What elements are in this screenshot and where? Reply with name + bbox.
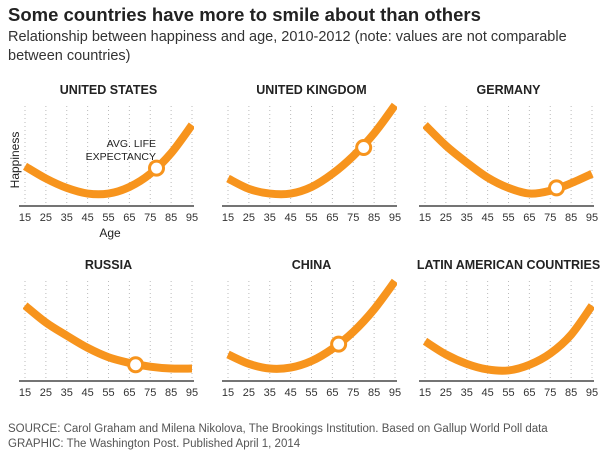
x-tick-label: 95 — [186, 212, 198, 224]
panel-title: LATIN AMERICAN COUNTRIES — [417, 258, 600, 272]
x-tick-label: 25 — [40, 387, 52, 399]
x-tick-label: 95 — [389, 387, 401, 399]
life-expectancy-marker — [330, 335, 348, 353]
x-tick-label: 85 — [368, 212, 380, 224]
x-tick-label: 65 — [123, 212, 135, 224]
x-tick-label: 45 — [482, 387, 494, 399]
x-tick-label: 65 — [326, 387, 338, 399]
x-tick-label: 15 — [419, 387, 431, 399]
x-tick-label: 45 — [285, 212, 297, 224]
x-tick-label: 45 — [482, 212, 494, 224]
x-tick-label: 85 — [565, 212, 577, 224]
panel-title: UNITED KINGDOM — [256, 83, 366, 97]
x-tick-label: 95 — [586, 387, 598, 399]
x-tick-label: 75 — [347, 387, 359, 399]
x-tick-label: 75 — [144, 212, 156, 224]
x-tick-label: 55 — [102, 387, 114, 399]
happiness-curve — [23, 302, 193, 373]
x-tick-label: 65 — [523, 387, 535, 399]
x-tick-label: 35 — [264, 387, 276, 399]
x-tick-label: 15 — [222, 387, 234, 399]
panel-title: CHINA — [292, 258, 332, 272]
x-tick-label: 45 — [82, 387, 94, 399]
life-expectancy-marker — [355, 138, 373, 156]
x-tick-label: 25 — [243, 212, 255, 224]
life-expectancy-marker — [548, 179, 566, 197]
happiness-curve — [423, 122, 594, 198]
x-tick-label: 25 — [440, 387, 452, 399]
y-axis-label: Happiness — [8, 132, 22, 189]
chart-subtitle: Relationship between happiness and age, … — [8, 29, 567, 64]
x-tick-label: 15 — [222, 212, 234, 224]
x-tick-label: 75 — [544, 387, 556, 399]
panel-latin-american-countries: LATIN AMERICAN COUNTRIES 15 25 35 45 55 65 75 85… — [417, 258, 600, 399]
x-tick-label: 35 — [461, 387, 473, 399]
happiness-curve — [226, 278, 397, 373]
source-note: SOURCE: Carol Graham and Milena Nikolova… — [8, 423, 548, 435]
life-expectancy-marker — [127, 356, 145, 374]
x-tick-label: 45 — [285, 387, 297, 399]
panel-title: GERMANY — [477, 83, 542, 97]
x-tick-label: 35 — [61, 387, 73, 399]
x-tick-label: 65 — [123, 387, 135, 399]
x-tick-label: 85 — [565, 387, 577, 399]
x-tick-label: 65 — [326, 212, 338, 224]
happiness-curve — [23, 122, 194, 199]
x-tick-label: 55 — [102, 212, 114, 224]
x-tick-label: 85 — [165, 212, 177, 224]
panel-title: UNITED STATES — [60, 83, 157, 97]
x-tick-label: 25 — [40, 212, 52, 224]
x-tick-label: 55 — [305, 212, 317, 224]
annotation-line-2: EXPECTANCY — [86, 151, 156, 163]
panel-china: CHINA 15 25 35 45 55 65 75 85 95 — [222, 258, 401, 399]
x-tick-label: 35 — [61, 212, 73, 224]
x-tick-label: 55 — [502, 212, 514, 224]
x-tick-label: 85 — [368, 387, 380, 399]
x-tick-label: 75 — [544, 212, 556, 224]
x-tick-label: 25 — [243, 387, 255, 399]
panel-united-states: UNITED STATES 15 25 35 45 55 65 75 85 95 Happiness… — [8, 83, 198, 240]
panel-title: RUSSIA — [85, 258, 132, 272]
x-axis-label: Age — [99, 226, 121, 240]
panel-germany: GERMANY 15 25 35 45 55 65 75 85 95 — [419, 83, 598, 224]
panel-russia: RUSSIA 15 25 35 45 55 65 75 85 95 — [19, 258, 198, 399]
panel-united-kingdom: UNITED KINGDOM 15 25 35 45 55 65 75 85 95 — [222, 83, 401, 224]
x-tick-label: 85 — [165, 387, 177, 399]
x-tick-label: 15 — [19, 212, 31, 224]
x-tick-label: 75 — [144, 387, 156, 399]
x-tick-label: 35 — [264, 212, 276, 224]
x-tick-label: 35 — [461, 212, 473, 224]
chart-title: Some countries have more to smile about … — [8, 4, 481, 25]
x-tick-label: 95 — [186, 387, 198, 399]
x-tick-label: 95 — [586, 212, 598, 224]
x-tick-label: 15 — [419, 212, 431, 224]
x-tick-label: 45 — [82, 212, 94, 224]
life-expectancy-marker — [148, 159, 166, 177]
x-tick-label: 65 — [523, 212, 535, 224]
happiness-curve — [423, 303, 594, 375]
x-tick-label: 55 — [502, 387, 514, 399]
x-tick-label: 95 — [389, 212, 401, 224]
graphic-credit: GRAPHIC: The Washington Post. Published … — [8, 438, 301, 450]
x-tick-label: 55 — [305, 387, 317, 399]
x-tick-label: 75 — [347, 212, 359, 224]
x-tick-label: 25 — [440, 212, 452, 224]
annotation-line-1: AVG. LIFE — [107, 138, 156, 150]
x-tick-label: 15 — [19, 387, 31, 399]
